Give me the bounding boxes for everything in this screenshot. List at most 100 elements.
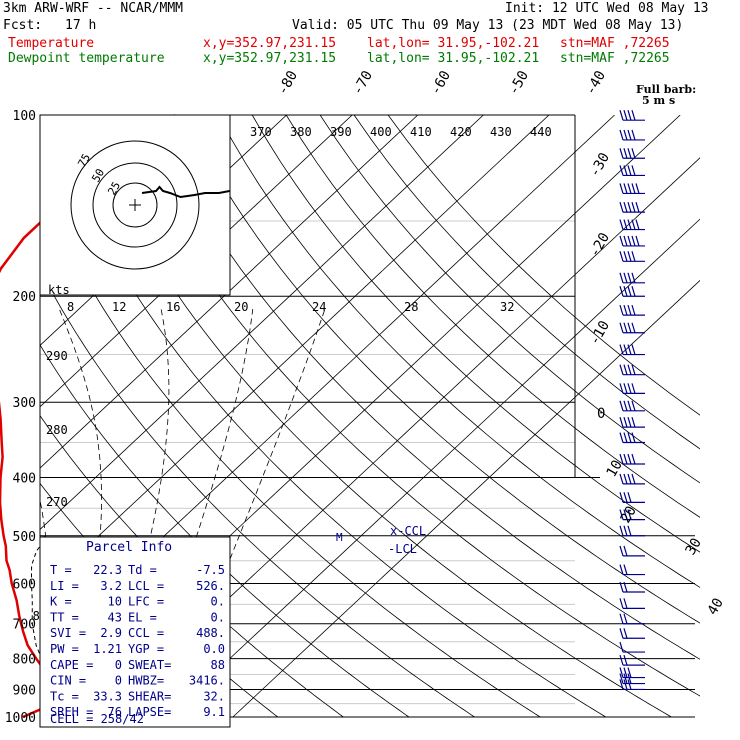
wind-barb-feather — [623, 525, 628, 536]
wind-barb-feather — [619, 416, 624, 428]
parcel-info-cell: 488. — [196, 626, 225, 640]
wind-barb-feather — [619, 201, 624, 213]
wind-barb-feather — [623, 432, 628, 443]
parcel-info-cell: 0 — [115, 674, 122, 688]
wind-barb-feather — [627, 673, 632, 684]
wind-barb-feather — [619, 148, 624, 159]
hodograph-ring — [92, 162, 178, 248]
dry-adiabat-line — [387, 115, 700, 416]
wind-barb-feather — [619, 525, 624, 536]
pressure-label: 500 — [13, 530, 36, 545]
temperature-legend: Temperature — [8, 36, 95, 51]
parcel-info-cell: 33.3 — [93, 689, 122, 703]
wind-barb-feather — [623, 110, 628, 121]
wind-barb-feather — [631, 400, 636, 411]
speed-scale-label: 28 — [404, 300, 418, 314]
wind-barb-feather — [627, 525, 632, 536]
wind-barb-feather — [623, 251, 628, 262]
wind-barb-feather — [627, 432, 632, 443]
wind-barb-feather — [619, 667, 624, 678]
wind-barb-feather — [623, 235, 628, 247]
temperature-tick-label: 0 — [597, 406, 605, 422]
pressure-label: 300 — [13, 396, 36, 411]
parcel-info-cell: LCL = — [128, 579, 164, 593]
wind-barb-feather — [619, 383, 624, 394]
wind-barb-feather — [623, 509, 628, 520]
temperature-xy: x,y=352.97,231.15 — [203, 36, 337, 51]
parcel-info-cell: LAPSE= — [128, 705, 171, 719]
parcel-info-cell: 0. — [211, 610, 225, 624]
pressure-label: 1000 — [5, 711, 36, 726]
wind-barb — [619, 673, 645, 685]
wind-barb-feather — [623, 667, 628, 678]
pressure-label: 900 — [13, 683, 36, 698]
wind-barb — [619, 667, 645, 679]
wind-barb-feather — [635, 219, 640, 230]
wind-barb-feather — [623, 148, 628, 159]
wind-barb — [619, 383, 645, 394]
theta-left-label: 290 — [46, 349, 68, 363]
speed-scale-label: 20 — [234, 300, 248, 314]
wind-barb-feather — [623, 304, 628, 316]
hodograph-ring-label: 50 — [89, 167, 107, 185]
wind-barb-feather — [627, 344, 632, 355]
wind-barb — [619, 129, 645, 141]
hodograph-ring-label: 25 — [105, 180, 123, 198]
wind-barb-feather — [619, 183, 624, 194]
wind-barb-feather — [619, 641, 624, 653]
wind-barb — [619, 432, 645, 444]
wind-barb-feather — [627, 165, 632, 176]
pressure-label: 400 — [13, 471, 36, 486]
parcel-info-cell: 2.9 — [100, 626, 122, 640]
wind-barb-feather — [619, 679, 624, 690]
parcel-info-cell: SHEAR= — [128, 689, 171, 703]
wind-barb-feather — [623, 129, 628, 141]
wind-barb-feather — [619, 344, 624, 355]
wind-barb-feather — [619, 235, 624, 247]
wind-barb-feather — [627, 453, 632, 465]
wind-barb-feather — [631, 304, 636, 316]
hodograph-ring — [112, 182, 158, 228]
temperature-latlon: lat,lon= 31.95,-102.21 — [367, 36, 540, 51]
temperature-tick-label: -60 — [428, 68, 455, 98]
wind-barb — [619, 453, 645, 465]
wind-barb-feather — [635, 201, 640, 213]
temperature-tick-label: -40 — [583, 68, 610, 98]
isotherm-line — [40, 115, 419, 469]
wind-barb — [619, 492, 645, 503]
parcel-info-cell: PW = — [50, 642, 79, 656]
header: 3km ARW-WRF -- NCAR/MMM Init: 12 UTC Wed… — [0, 0, 740, 70]
wind-barb-feather — [619, 251, 624, 262]
wind-barb-feather — [627, 148, 632, 159]
wind-barb-feather — [623, 344, 628, 355]
theta-label: 380 — [290, 125, 312, 139]
wind-barb — [619, 564, 645, 576]
parcel-info-cell: 43 — [108, 610, 122, 624]
barb-legend-title: Full barb: — [636, 83, 696, 96]
wind-barb-feather — [623, 613, 628, 624]
parcel-info-cell: T = — [50, 563, 72, 577]
wind-barb — [619, 641, 645, 653]
speed-scale-label: 8 — [67, 300, 74, 314]
wind-barb-feather — [623, 165, 628, 176]
wind-barb-feather — [619, 219, 624, 230]
hodograph-trace — [141, 185, 230, 199]
wind-barb-feather — [631, 286, 636, 297]
pressure-label: 800 — [13, 653, 36, 668]
dewpoint-latlon: lat,lon= 31.95,-102.21 — [367, 51, 540, 66]
parcel-info-cell: LI = — [50, 579, 79, 593]
parcel-info-cell: HWBZ= — [128, 674, 164, 688]
dry-adiabat-line — [47, 115, 607, 718]
wind-barb-feather — [635, 183, 640, 194]
parcel-info-cell: Td = — [128, 563, 157, 577]
wind-barb-feather — [623, 400, 628, 411]
wind-barb-feather — [631, 251, 636, 262]
wind-barb-feather — [631, 183, 636, 194]
dry-adiabat-line — [285, 115, 700, 518]
pressure-label: 700 — [13, 618, 36, 633]
moist-adiabat-line — [134, 308, 254, 718]
isotherm-line — [232, 279, 700, 718]
wind-barb-feather — [627, 201, 632, 213]
wind-barb-feather — [619, 581, 624, 593]
